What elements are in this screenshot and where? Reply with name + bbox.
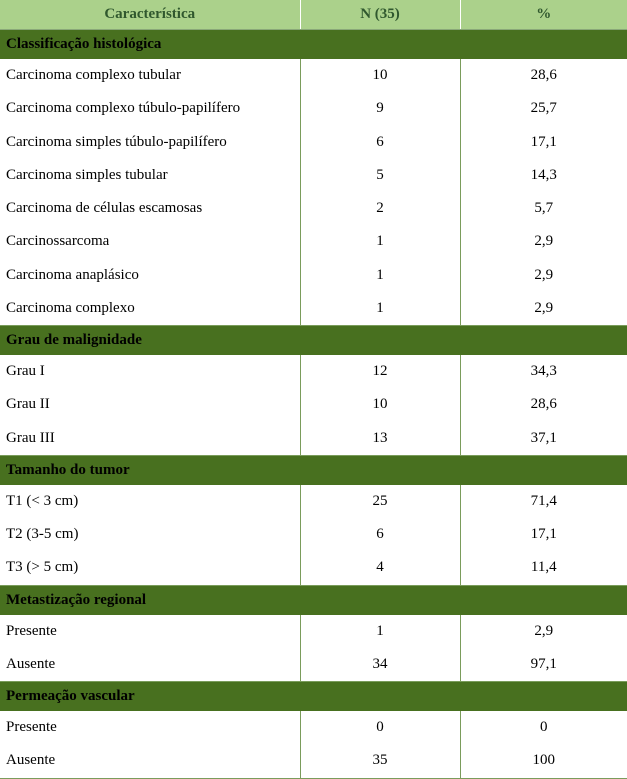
row-label: Carcinossarcoma bbox=[0, 225, 300, 258]
row-percent: 17,1 bbox=[460, 126, 627, 159]
row-label: Carcinoma simples tubular bbox=[0, 159, 300, 192]
row-label: Carcinoma complexo bbox=[0, 292, 300, 326]
table-row: Carcinoma complexo túbulo-papilífero925,… bbox=[0, 92, 627, 125]
section-header: Classificação histológica bbox=[0, 30, 627, 60]
table-row: Presente12,9 bbox=[0, 615, 627, 648]
row-percent: 2,9 bbox=[460, 292, 627, 326]
row-n: 1 bbox=[300, 615, 460, 648]
row-label: Ausente bbox=[0, 648, 300, 682]
section-title: Classificação histológica bbox=[0, 30, 627, 60]
row-n: 13 bbox=[300, 422, 460, 456]
table-row: T2 (3-5 cm)617,1 bbox=[0, 518, 627, 551]
section-title: Tamanho do tumor bbox=[0, 455, 627, 485]
row-percent: 97,1 bbox=[460, 648, 627, 682]
section-header: Permeação vascular bbox=[0, 682, 627, 712]
row-percent: 25,7 bbox=[460, 92, 627, 125]
row-label: Carcinoma complexo túbulo-papilífero bbox=[0, 92, 300, 125]
section-title: Grau de malignidade bbox=[0, 326, 627, 356]
table-row: Presente00 bbox=[0, 711, 627, 744]
row-percent: 14,3 bbox=[460, 159, 627, 192]
row-label: Presente bbox=[0, 615, 300, 648]
row-percent: 100 bbox=[460, 744, 627, 778]
row-n: 25 bbox=[300, 485, 460, 518]
table-row: Carcinoma simples túbulo-papilífero617,1 bbox=[0, 126, 627, 159]
row-label: Carcinoma anaplásico bbox=[0, 259, 300, 292]
table-row: Grau I1234,3 bbox=[0, 355, 627, 388]
col-header-percent: % bbox=[460, 0, 627, 30]
table-row: Carcinoma complexo tubular1028,6 bbox=[0, 59, 627, 92]
table-header-row: Característica N (35) % bbox=[0, 0, 627, 30]
row-label: Ausente bbox=[0, 744, 300, 778]
row-n: 0 bbox=[300, 711, 460, 744]
row-label: Grau II bbox=[0, 388, 300, 421]
table-row: Grau III1337,1 bbox=[0, 422, 627, 456]
table-row: Carcinoma complexo12,9 bbox=[0, 292, 627, 326]
row-label: Carcinoma complexo tubular bbox=[0, 59, 300, 92]
row-percent: 37,1 bbox=[460, 422, 627, 456]
row-label: T3 (> 5 cm) bbox=[0, 551, 300, 585]
table-row: Grau II1028,6 bbox=[0, 388, 627, 421]
row-n: 9 bbox=[300, 92, 460, 125]
row-percent: 2,9 bbox=[460, 259, 627, 292]
row-n: 1 bbox=[300, 292, 460, 326]
section-header: Metastização regional bbox=[0, 585, 627, 615]
row-n: 1 bbox=[300, 259, 460, 292]
row-n: 34 bbox=[300, 648, 460, 682]
section-title: Metastização regional bbox=[0, 585, 627, 615]
section-header: Grau de malignidade bbox=[0, 326, 627, 356]
row-label: T2 (3-5 cm) bbox=[0, 518, 300, 551]
table-row: Carcinoma anaplásico12,9 bbox=[0, 259, 627, 292]
row-n: 12 bbox=[300, 355, 460, 388]
col-header-characteristic: Característica bbox=[0, 0, 300, 30]
row-n: 5 bbox=[300, 159, 460, 192]
table-row: Ausente35100 bbox=[0, 744, 627, 778]
row-percent: 28,6 bbox=[460, 388, 627, 421]
row-label: T1 (< 3 cm) bbox=[0, 485, 300, 518]
table-row: T3 (> 5 cm)411,4 bbox=[0, 551, 627, 585]
row-label: Grau I bbox=[0, 355, 300, 388]
row-percent: 71,4 bbox=[460, 485, 627, 518]
row-n: 1 bbox=[300, 225, 460, 258]
table-row: Carcinoma simples tubular514,3 bbox=[0, 159, 627, 192]
col-header-n: N (35) bbox=[300, 0, 460, 30]
row-percent: 28,6 bbox=[460, 59, 627, 92]
characteristics-table: Característica N (35) % Classificação hi… bbox=[0, 0, 627, 779]
table-row: T1 (< 3 cm)2571,4 bbox=[0, 485, 627, 518]
row-n: 6 bbox=[300, 518, 460, 551]
row-label: Presente bbox=[0, 711, 300, 744]
section-header: Tamanho do tumor bbox=[0, 455, 627, 485]
row-n: 10 bbox=[300, 388, 460, 421]
row-label: Carcinoma de células escamosas bbox=[0, 192, 300, 225]
section-title: Permeação vascular bbox=[0, 682, 627, 712]
table-row: Carcinoma de células escamosas25,7 bbox=[0, 192, 627, 225]
row-label: Grau III bbox=[0, 422, 300, 456]
row-n: 6 bbox=[300, 126, 460, 159]
row-percent: 5,7 bbox=[460, 192, 627, 225]
row-n: 2 bbox=[300, 192, 460, 225]
row-percent: 0 bbox=[460, 711, 627, 744]
row-percent: 17,1 bbox=[460, 518, 627, 551]
row-percent: 2,9 bbox=[460, 225, 627, 258]
row-percent: 2,9 bbox=[460, 615, 627, 648]
row-percent: 11,4 bbox=[460, 551, 627, 585]
row-n: 4 bbox=[300, 551, 460, 585]
row-n: 10 bbox=[300, 59, 460, 92]
row-label: Carcinoma simples túbulo-papilífero bbox=[0, 126, 300, 159]
row-percent: 34,3 bbox=[460, 355, 627, 388]
row-n: 35 bbox=[300, 744, 460, 778]
table-row: Ausente3497,1 bbox=[0, 648, 627, 682]
table-row: Carcinossarcoma12,9 bbox=[0, 225, 627, 258]
